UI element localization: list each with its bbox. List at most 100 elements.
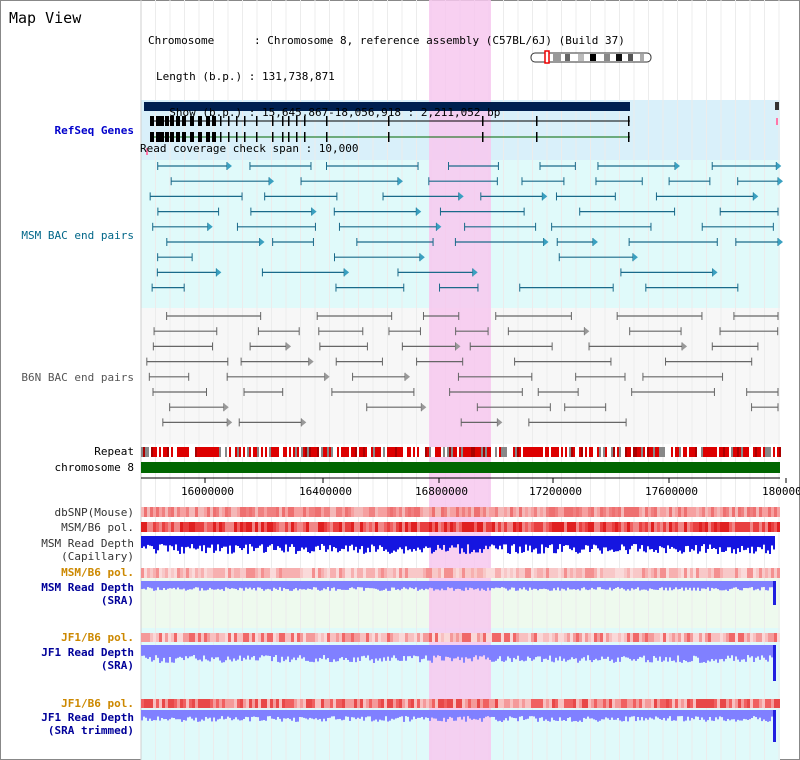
read-depth-bar bbox=[465, 645, 467, 658]
read-depth-bar bbox=[355, 536, 357, 547]
repeat-segment bbox=[277, 447, 279, 457]
track-label-msm-read-depth-capillary[interactable]: MSM Read Depth (Capillary) bbox=[41, 537, 134, 563]
heat-strip-cell bbox=[294, 522, 297, 532]
track-label-jf1-b6-pol[interactable]: JF1/B6 pol. bbox=[61, 631, 134, 644]
heat-strip-cell bbox=[549, 522, 552, 532]
read-depth-bar bbox=[675, 581, 677, 588]
read-depth-bar bbox=[551, 581, 553, 591]
read-depth-bar bbox=[255, 645, 257, 661]
heat-strip-cell bbox=[558, 699, 561, 708]
read-depth-bar bbox=[451, 645, 453, 662]
heat-strip-cell bbox=[672, 507, 675, 517]
heat-strip-cell bbox=[402, 507, 405, 517]
repeat-segment bbox=[151, 447, 153, 457]
read-depth-bar bbox=[329, 536, 331, 546]
read-depth-bar bbox=[559, 710, 561, 718]
track-label-b6n-bac-end-pairs[interactable]: B6N BAC end pairs bbox=[21, 371, 134, 384]
heat-strip-cell bbox=[441, 522, 444, 532]
repeat-segment bbox=[613, 447, 615, 457]
heat-strip-cell bbox=[627, 568, 630, 578]
heat-strip-cell bbox=[342, 507, 345, 517]
heat-strip-cell bbox=[528, 522, 531, 532]
track-label-msm-b6-pol-2[interactable]: MSM/B6 pol. bbox=[61, 566, 134, 579]
track-label-jf1-b6-pol-2[interactable]: JF1/B6 pol. bbox=[61, 697, 134, 710]
heat-strip-cell bbox=[246, 507, 249, 517]
heat-strip-cell bbox=[186, 522, 189, 532]
read-depth-bar bbox=[333, 645, 335, 660]
read-depth-bar bbox=[607, 710, 609, 719]
read-depth-bar bbox=[165, 536, 167, 546]
read-depth-bar bbox=[577, 581, 579, 590]
heat-strip-cell bbox=[216, 568, 219, 578]
read-depth-bar bbox=[231, 581, 233, 589]
heat-strip-cell bbox=[582, 633, 585, 642]
heat-strip-cell bbox=[345, 699, 348, 708]
repeat-segment bbox=[429, 447, 431, 457]
heat-strip-cell bbox=[486, 507, 489, 517]
read-depth-bar bbox=[635, 710, 637, 722]
read-depth-bar bbox=[165, 710, 167, 720]
heat-strip-cell bbox=[747, 522, 750, 532]
read-depth-bar bbox=[183, 581, 185, 589]
heat-strip-cell bbox=[171, 699, 174, 708]
heat-strip-cell bbox=[522, 522, 525, 532]
heat-strip-cell bbox=[675, 568, 678, 578]
read-depth-bar bbox=[397, 645, 399, 661]
heat-strip-cell bbox=[738, 699, 741, 708]
heat-strip-cell bbox=[621, 699, 624, 708]
heat-strip-cell bbox=[231, 699, 234, 708]
show-range-info-line: Show (b.p.) : 15,645,867-18,056,918 : 2,… bbox=[156, 106, 501, 119]
track-label-jf1-read-depth-sra-trimmed[interactable]: JF1 Read Depth (SRA trimmed) bbox=[41, 711, 134, 737]
heat-strip-cell bbox=[180, 568, 183, 578]
read-depth-bar bbox=[177, 581, 179, 588]
track-label-msm-bac-end-pairs[interactable]: MSM BAC end pairs bbox=[21, 229, 134, 242]
read-depth-bar bbox=[265, 710, 267, 721]
read-depth-bar bbox=[743, 710, 745, 719]
heat-strip-cell bbox=[204, 507, 207, 517]
heat-strip-cell bbox=[156, 568, 159, 578]
heat-strip-cell bbox=[729, 568, 732, 578]
track-label-msm-b6-pol[interactable]: MSM/B6 pol. bbox=[61, 521, 134, 534]
heat-strip-cell bbox=[633, 522, 636, 532]
read-depth-bar bbox=[665, 710, 667, 721]
track-label-refseq-genes[interactable]: RefSeq Genes bbox=[54, 124, 134, 137]
heat-strip-cell bbox=[660, 633, 663, 642]
read-depth-bar bbox=[609, 581, 611, 588]
read-depth-bar bbox=[325, 581, 327, 590]
heat-strip-cell bbox=[618, 699, 621, 708]
bac-end-arrow bbox=[405, 372, 411, 381]
read-depth-bar bbox=[411, 710, 413, 720]
heat-strip-cell bbox=[258, 568, 261, 578]
heat-strip-cell bbox=[333, 568, 336, 578]
heat-strip-cell bbox=[519, 507, 522, 517]
repeat-segment bbox=[721, 447, 723, 457]
read-depth-bar bbox=[385, 645, 387, 661]
read-depth-bar bbox=[283, 710, 285, 719]
read-depth-bar bbox=[681, 645, 683, 663]
heat-strip-cell bbox=[462, 633, 465, 642]
track-label-msm-read-depth-sra[interactable]: MSM Read Depth (SRA) bbox=[41, 581, 134, 607]
read-depth-bar bbox=[433, 645, 435, 656]
read-depth-bar bbox=[673, 710, 675, 721]
read-depth-bar bbox=[661, 536, 663, 548]
track-label-jf1-read-depth-sra[interactable]: JF1 Read Depth (SRA) bbox=[41, 646, 134, 672]
heat-strip-cell bbox=[498, 699, 501, 708]
read-depth-bar bbox=[767, 710, 769, 722]
heat-strip-cell bbox=[774, 507, 777, 517]
repeat-segment bbox=[171, 447, 173, 457]
heat-strip-cell bbox=[432, 507, 435, 517]
heat-strip-cell bbox=[735, 522, 738, 532]
heat-strip-cell bbox=[465, 699, 468, 708]
repeat-segment bbox=[373, 447, 375, 457]
heat-strip-cell bbox=[225, 568, 228, 578]
read-depth-bar bbox=[387, 536, 389, 552]
heat-strip-cell bbox=[387, 522, 390, 532]
repeat-segment bbox=[409, 447, 411, 457]
read-depth-bar bbox=[477, 581, 479, 589]
read-depth-bar bbox=[565, 710, 567, 721]
track-label-dbsnp[interactable]: dbSNP(Mouse) bbox=[54, 506, 134, 519]
read-depth-bar bbox=[519, 536, 521, 547]
read-depth-bar bbox=[279, 581, 281, 588]
heat-strip-cell bbox=[144, 507, 147, 517]
